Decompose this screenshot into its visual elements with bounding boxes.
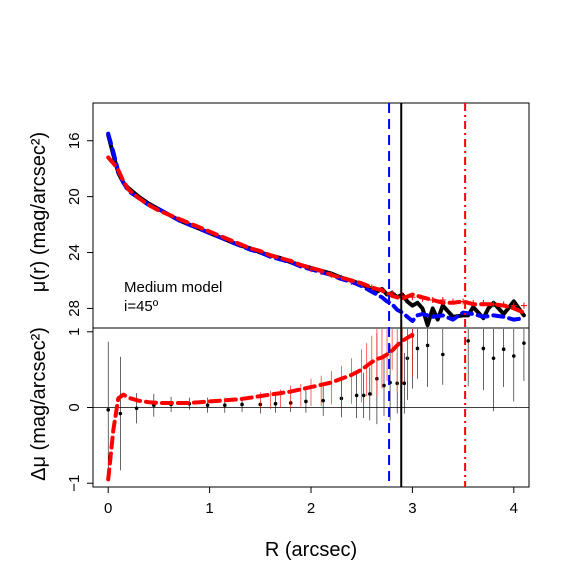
cross-marker bbox=[419, 295, 426, 302]
residual-point bbox=[118, 411, 123, 416]
top-y-tick-label: 16 bbox=[66, 132, 83, 149]
residual-point bbox=[205, 403, 210, 408]
residual-point bbox=[106, 407, 111, 412]
vertical-markers bbox=[388, 103, 467, 487]
residual-point bbox=[354, 393, 359, 398]
cross-marker bbox=[318, 269, 325, 276]
residual-point bbox=[522, 341, 526, 345]
cross-marker bbox=[368, 284, 375, 291]
cross-marker bbox=[490, 301, 497, 308]
cross-marker bbox=[348, 278, 355, 285]
residual-point bbox=[511, 354, 516, 358]
top-y-tick-label: 20 bbox=[66, 188, 83, 205]
top-panel: 16 20 24 28 μ(r) (mag/arcsec²) Medium model… bbox=[28, 102, 530, 329]
bottom-y-axis-label: Δμ (mag/arcsec²) bbox=[28, 327, 50, 481]
x-tick-label: 4 bbox=[510, 500, 518, 517]
top-y-ticks: 16 20 24 28 bbox=[66, 132, 93, 317]
residual-line-2 bbox=[106, 332, 415, 482]
residual-point bbox=[321, 398, 325, 403]
bottom-y-tick-label: 1 bbox=[66, 328, 83, 336]
residual-point bbox=[491, 356, 496, 361]
residual-point bbox=[240, 402, 244, 407]
cross-marker bbox=[480, 299, 487, 306]
x-axis-label: R (arcsec) bbox=[265, 539, 357, 561]
bottom-y-tick-label: −1 bbox=[66, 475, 83, 492]
bottom-series-group bbox=[106, 329, 526, 482]
x-tick-label: 0 bbox=[104, 500, 112, 517]
residual-point bbox=[382, 383, 386, 388]
residual-point bbox=[134, 406, 139, 411]
cross-marker bbox=[328, 271, 335, 278]
residual-point bbox=[361, 393, 366, 398]
top-y-tick-label: 28 bbox=[66, 300, 83, 317]
x-ticks: 0 1 2 3 4 bbox=[104, 487, 518, 517]
annotation-inclination-label: i=45º bbox=[124, 298, 159, 315]
residual-point bbox=[304, 399, 308, 404]
residual-point bbox=[273, 401, 278, 406]
profile-line-2 bbox=[106, 155, 526, 315]
profile-line-0 bbox=[106, 133, 526, 328]
residual-point bbox=[402, 381, 407, 386]
residual-point bbox=[441, 352, 445, 357]
annotation-model-label: Medium model bbox=[124, 279, 222, 296]
top-y-axis-label: μ(r) (mag/arcsec²) bbox=[28, 132, 50, 292]
x-tick-label: 2 bbox=[307, 500, 315, 517]
residual-point bbox=[501, 347, 506, 352]
cross-marker bbox=[338, 274, 345, 281]
residual-point bbox=[425, 343, 430, 348]
cross-marker bbox=[389, 290, 396, 297]
x-tick-label: 1 bbox=[205, 500, 213, 517]
cross-marker bbox=[449, 298, 456, 305]
cross-marker bbox=[358, 281, 365, 288]
cross-marker bbox=[470, 299, 477, 306]
residual-point bbox=[415, 346, 420, 351]
residual-point bbox=[466, 339, 470, 343]
top-y-tick-label: 24 bbox=[66, 244, 83, 261]
cross-marker bbox=[439, 297, 446, 304]
residual-point bbox=[368, 392, 372, 396]
cross-marker bbox=[409, 294, 416, 301]
x-tick-label: 3 bbox=[408, 500, 416, 517]
bottom-y-tick-label: 0 bbox=[66, 403, 83, 411]
residual-point bbox=[481, 346, 486, 351]
cross-marker bbox=[500, 301, 507, 308]
cross-marker bbox=[308, 266, 314, 273]
cross-marker bbox=[520, 302, 527, 309]
cross-marker bbox=[429, 297, 436, 304]
cross-marker bbox=[378, 287, 385, 294]
cross-marker bbox=[510, 302, 517, 309]
bottom-y-ticks: −1 0 1 bbox=[66, 328, 93, 492]
residual-point bbox=[223, 403, 227, 408]
top-series-group bbox=[106, 131, 527, 328]
bottom-panel: −1 0 1 0 1 2 3 4 Δμ (mag/arcsec²) R (arcsec) bbox=[28, 327, 530, 561]
